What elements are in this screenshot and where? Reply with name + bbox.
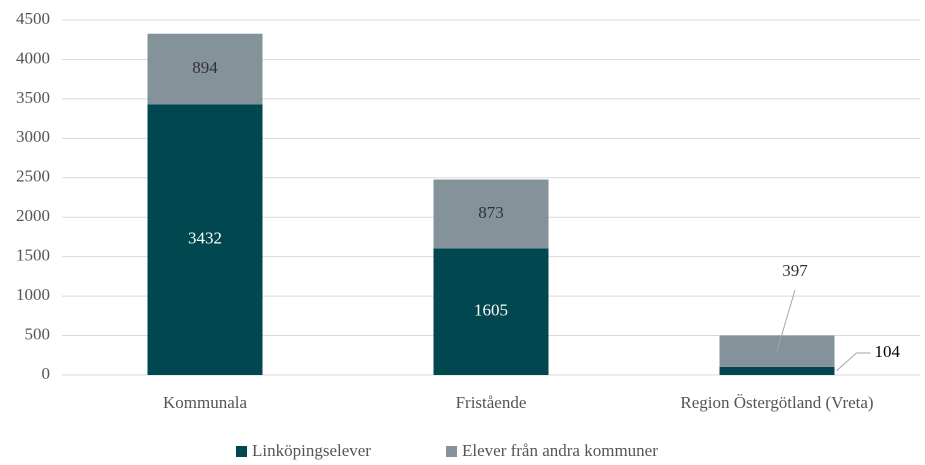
y-tick-label: 4000 bbox=[16, 48, 50, 67]
bar-segment bbox=[147, 33, 263, 105]
bar-segment bbox=[433, 179, 549, 249]
data-label: 3432 bbox=[188, 229, 222, 248]
leader-line bbox=[836, 352, 871, 372]
y-tick-label: 500 bbox=[25, 324, 51, 343]
y-tick-label: 1000 bbox=[16, 285, 50, 304]
y-tick-label: 0 bbox=[42, 364, 51, 383]
bar-segment bbox=[433, 248, 549, 375]
y-tick-label: 3000 bbox=[16, 127, 50, 146]
legend-label: Elever från andra kommuner bbox=[462, 441, 658, 460]
legend-swatch bbox=[236, 446, 247, 457]
y-tick-label: 3500 bbox=[16, 88, 50, 107]
legend-swatch bbox=[446, 446, 457, 457]
data-label: 894 bbox=[192, 58, 218, 77]
x-tick-label: Kommunala bbox=[163, 393, 247, 412]
leader-line bbox=[776, 289, 796, 352]
legend-label: Linköpingselever bbox=[252, 441, 371, 460]
bar-segment bbox=[147, 104, 263, 376]
y-tick-label: 1500 bbox=[16, 246, 50, 265]
x-tick-label: Region Östergötland (Vreta) bbox=[680, 393, 873, 412]
y-tick-label: 2000 bbox=[16, 206, 50, 225]
data-label: 873 bbox=[478, 203, 504, 222]
y-tick-label: 4500 bbox=[16, 9, 50, 28]
x-tick-label: Fristående bbox=[456, 393, 527, 412]
data-label: 104 bbox=[875, 342, 901, 361]
y-tick-label: 2500 bbox=[16, 167, 50, 186]
bar-segment bbox=[719, 366, 835, 375]
data-label: 397 bbox=[782, 261, 808, 280]
data-label: 1605 bbox=[474, 301, 508, 320]
